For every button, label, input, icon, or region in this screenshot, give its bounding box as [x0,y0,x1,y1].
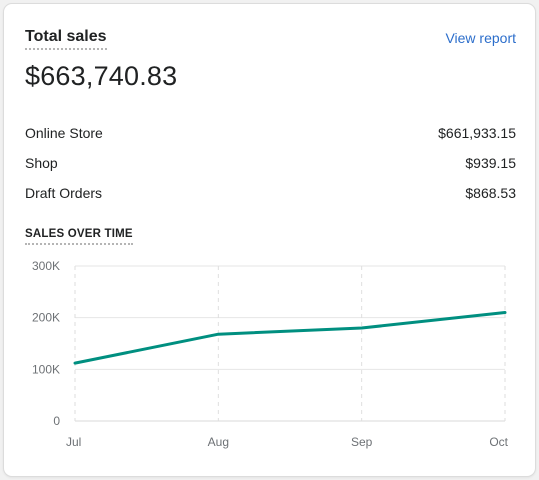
breakdown-row-draft-orders: Draft Orders $868.53 [25,178,516,208]
total-sales-card: Total sales View report $663,740.83 Onli… [3,3,536,477]
breakdown-label: Draft Orders [25,185,103,201]
breakdown-label: Online Store [25,125,103,141]
breakdown-value: $939.15 [465,155,516,171]
total-sales-value: $663,740.83 [25,61,178,91]
card-title[interactable]: Total sales [25,28,107,50]
breakdown-row-online-store: Online Store $661,933.15 [25,118,516,148]
breakdown-value: $868.53 [465,185,516,201]
sales-over-time-title[interactable]: SALES OVER TIME [25,227,133,245]
sales-breakdown: Online Store $661,933.15 Shop $939.15 Dr… [25,118,516,208]
breakdown-label: Shop [25,155,58,171]
breakdown-row-shop: Shop $939.15 [25,148,516,178]
breakdown-value: $661,933.15 [438,125,516,141]
view-report-link[interactable]: View report [445,30,516,46]
